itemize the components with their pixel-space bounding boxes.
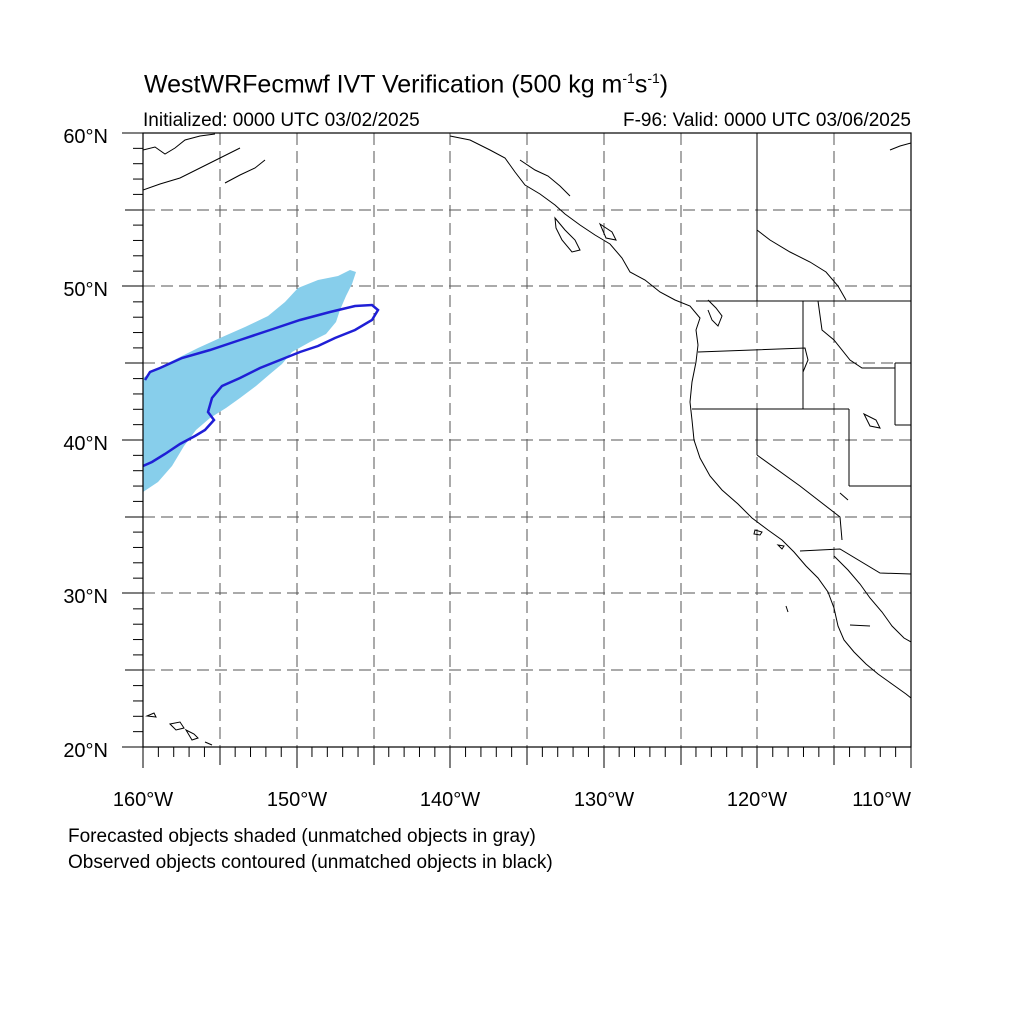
- initialized-time: Initialized: 0000 UTC 03/02/2025: [143, 110, 420, 131]
- longitude-labels: 160°W 150°W 140°W 130°W 120°W 110°W: [113, 789, 911, 811]
- forecast-object: [143, 270, 356, 492]
- latitude-labels: 20°N 30°N 40°N 50°N 60°N: [63, 126, 108, 762]
- lat-label-50: 50°N: [63, 279, 108, 301]
- lon-label-110w: 110°W: [852, 789, 911, 811]
- lat-label-30: 30°N: [63, 586, 108, 608]
- political-borders: [692, 133, 911, 627]
- lon-label-120w: 120°W: [727, 789, 787, 811]
- footer-forecast-note: Forecasted objects shaded (unmatched obj…: [68, 826, 536, 847]
- observed-object: [143, 303, 380, 468]
- lon-label-160w: 160°W: [113, 789, 173, 811]
- axis-ticks: [122, 132, 912, 768]
- lat-label-20: 20°N: [63, 740, 108, 762]
- footer-observed-note: Observed objects contoured (unmatched ob…: [68, 852, 553, 873]
- grid-lines: [143, 133, 911, 747]
- valid-time: F-96: Valid: 0000 UTC 03/06/2025: [623, 110, 911, 131]
- lon-label-150w: 150°W: [267, 789, 327, 811]
- lon-label-130w: 130°W: [574, 789, 634, 811]
- map-title: WestWRFecmwf IVT Verification (500 kg m-…: [144, 70, 669, 99]
- coastlines: [143, 133, 911, 746]
- lat-label-60: 60°N: [63, 126, 108, 148]
- lon-label-140w: 140°W: [420, 789, 480, 811]
- minor-ticks: [133, 147, 897, 757]
- lat-label-40: 40°N: [63, 433, 108, 455]
